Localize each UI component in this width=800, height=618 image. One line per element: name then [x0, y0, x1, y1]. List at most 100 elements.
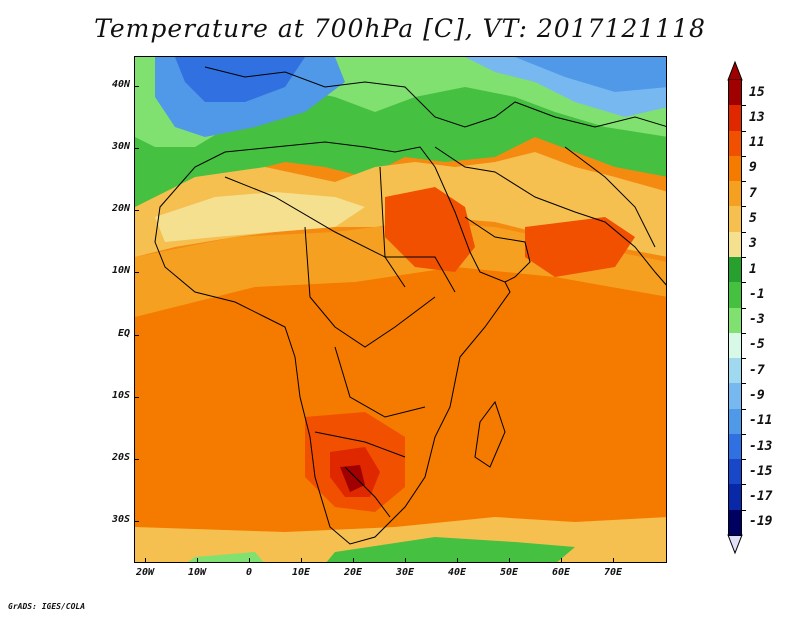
- lon-tick: [197, 558, 198, 563]
- lat-label-20s: 20S: [111, 452, 130, 463]
- colorbar-tick: [742, 206, 746, 208]
- colorbar-cell: [728, 332, 742, 359]
- lon-label-0: 0: [245, 567, 253, 578]
- colorbar-top-arrow: [727, 60, 743, 81]
- colorbar-cell: [728, 484, 742, 511]
- field-lightgreen-sw: [187, 552, 264, 562]
- colorbar-label: 13: [749, 109, 765, 125]
- lat-tick: [134, 272, 139, 273]
- colorbar-cell: [728, 509, 742, 536]
- colorbar-cell: [728, 459, 742, 486]
- lon-label-30e: 30E: [395, 567, 415, 578]
- border-6: [344, 466, 391, 518]
- colorbar-label: 3: [749, 236, 757, 252]
- colorbar-label: 15: [749, 84, 765, 100]
- lat-label-30s: 30S: [111, 514, 130, 525]
- colorbar-cell: [728, 130, 742, 157]
- lat-label-10s: 10S: [111, 390, 130, 401]
- lon-label-50e: 50E: [499, 567, 519, 578]
- colorbar-label: -13: [749, 438, 773, 454]
- field-hot-arabian-sea: [525, 217, 635, 277]
- lat-label-10n: 10N: [111, 265, 130, 276]
- map-outline: [154, 66, 666, 545]
- colorbar-label: 11: [749, 135, 765, 151]
- colorbar-cell: [728, 358, 742, 385]
- border-2: [304, 226, 436, 348]
- lon-tick: [249, 558, 250, 563]
- field-hot-east-africa: [385, 187, 475, 272]
- field-deep-orange: [135, 267, 666, 537]
- colorbar-tick: [742, 509, 746, 511]
- border-1: [224, 176, 406, 288]
- lat-tick: [134, 86, 139, 87]
- madagascar: [474, 400, 506, 468]
- lon-label-20w: 20W: [135, 567, 155, 578]
- colorbar-tick: [742, 383, 746, 385]
- colorbar-tick: [742, 231, 746, 233]
- field-green-south: [326, 537, 575, 562]
- lat-tick: [134, 210, 139, 211]
- lat-tick: [134, 335, 139, 336]
- lon-tick: [145, 558, 146, 563]
- colorbar-cell: [728, 181, 742, 208]
- colorbar-cell: [728, 80, 742, 106]
- colorbar-cell: [728, 307, 742, 334]
- lon-label-20e: 20E: [343, 567, 363, 578]
- temperature-map: [134, 56, 667, 563]
- colorbar-label: -7: [749, 362, 765, 378]
- colorbar-tick: [742, 307, 746, 309]
- colorbar-cell: [728, 206, 742, 233]
- lon-label-70e: 70E: [603, 567, 623, 578]
- colorbar-cell: [728, 282, 742, 309]
- border-5: [314, 431, 406, 458]
- colorbar-cell: [728, 105, 742, 132]
- lat-label-20n: 20N: [111, 203, 130, 214]
- border-4: [334, 346, 426, 418]
- lon-label-10e: 10E: [291, 567, 311, 578]
- field-hottest-southern-africa: [340, 465, 365, 492]
- colorbar-cell: [728, 433, 742, 460]
- colorbar-tick: [742, 358, 746, 360]
- lat-tick: [134, 148, 139, 149]
- lon-tick: [405, 558, 406, 563]
- lon-tick: [301, 558, 302, 563]
- colorbar-label: -11: [749, 413, 773, 429]
- colorbar-cell: [728, 231, 742, 258]
- lat-tick: [134, 397, 139, 398]
- red-sea-coast: [464, 216, 531, 283]
- colorbar-tick: [742, 256, 746, 258]
- colorbar-label: 9: [749, 160, 757, 176]
- colorbar-label: -1: [749, 286, 765, 302]
- colorbar-tick: [742, 433, 746, 435]
- footer-credit: GrADS: IGES/COLA: [8, 602, 86, 611]
- colorbar-label: -19: [749, 514, 773, 530]
- lon-label-10w: 10W: [187, 567, 207, 578]
- colorbar-tick: [742, 155, 746, 157]
- colorbar-label: -9: [749, 387, 765, 403]
- colorbar-label: -3: [749, 312, 765, 328]
- europe-coast: [204, 66, 666, 128]
- border-3: [379, 166, 456, 293]
- lat-tick: [134, 459, 139, 460]
- chart-title: Temperature at 700hPa [C], VT: 201712111…: [94, 14, 706, 43]
- colorbar-tick: [742, 408, 746, 410]
- colorbar-tick: [742, 332, 746, 334]
- colorbar-label: 1: [749, 261, 757, 277]
- field-darkblue-nw: [175, 57, 305, 102]
- colorbar-cell: [728, 155, 742, 182]
- colorbar-tick: [742, 105, 746, 107]
- colorbar-label: -5: [749, 337, 765, 353]
- colorbar-cell: [728, 408, 742, 435]
- lon-label-60e: 60E: [551, 567, 571, 578]
- colorbar-tick: [742, 181, 746, 183]
- colorbar-label: -17: [749, 489, 773, 505]
- colorbar-tick: [742, 459, 746, 461]
- colorbar-label: 7: [749, 185, 757, 201]
- lon-tick: [353, 558, 354, 563]
- lat-label-30n: 30N: [111, 141, 130, 152]
- lon-tick: [561, 558, 562, 563]
- colorbar-tick: [742, 130, 746, 132]
- lat-label-40n: 40N: [111, 79, 130, 90]
- africa-coastline: [154, 141, 511, 545]
- lat-label-eq: EQ: [117, 328, 130, 339]
